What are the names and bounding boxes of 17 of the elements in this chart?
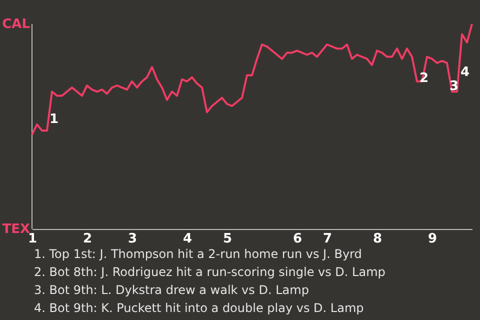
text: 4. Bot 9th: K. Puckett hit into a double play vs D. Lamp	[34, 301, 364, 315]
annotation: 4	[460, 65, 470, 80]
x-tick-label: 5	[222, 232, 232, 246]
text: CAL	[2, 17, 30, 32]
x-tick-label: 8	[372, 232, 382, 246]
annotation: 1	[49, 112, 59, 127]
x-tick-label: 7	[322, 232, 332, 246]
text: 2. Bot 8th: J. Rodriguez hit a run-scoring single vs D. Lamp	[34, 265, 386, 279]
x-tick-label: 6	[292, 232, 302, 246]
x-tick-label: 2	[82, 232, 92, 246]
text: 3. Bot 9th: L. Dykstra drew a walk vs D. Lamp	[34, 283, 309, 297]
x-tick-label: 9	[428, 232, 438, 246]
x-tick-label: 3	[128, 232, 138, 246]
text: TEX	[2, 222, 30, 237]
text: 1. Top 1st: J. Thompson hit a 2-run home run vs J. Byrd	[34, 247, 362, 261]
x-tick-label: 1	[28, 232, 38, 246]
x-tick-label: 4	[182, 232, 192, 246]
